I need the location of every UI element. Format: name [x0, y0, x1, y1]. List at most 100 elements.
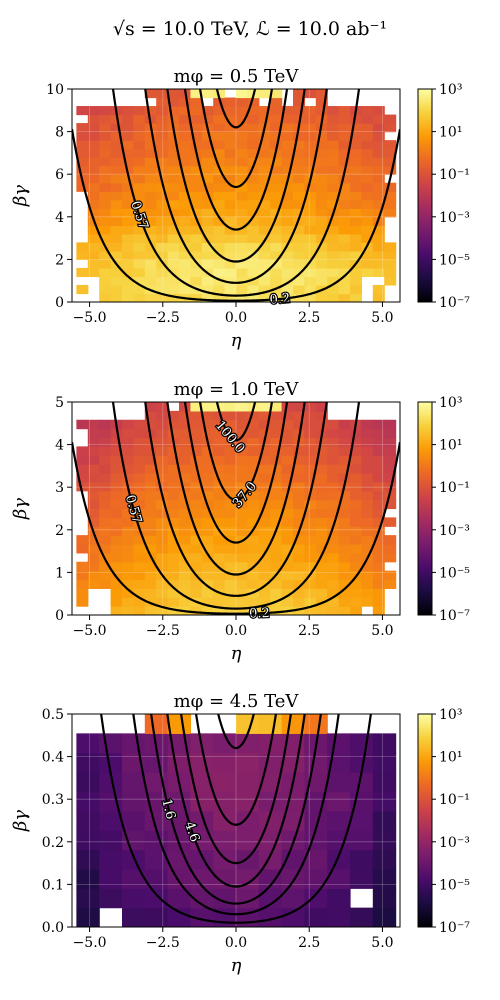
- heatmap-cell: [201, 588, 214, 598]
- heatmap-cell: [76, 250, 89, 260]
- y-tick-label: 1: [55, 565, 64, 581]
- heatmap-cell: [384, 464, 397, 474]
- heatmap-cell: [121, 293, 134, 302]
- heatmap-cell: [315, 89, 328, 99]
- heatmap-cell: [327, 225, 340, 235]
- heatmap-cell: [110, 242, 123, 252]
- heatmap-cell: [190, 552, 203, 563]
- heatmap-cell: [213, 174, 226, 184]
- heatmap-cell: [361, 106, 374, 116]
- heatmap-cell: [110, 570, 123, 581]
- heatmap-cell: [133, 561, 146, 572]
- x-tick-label: 2.5: [298, 310, 320, 326]
- heatmap-cell: [144, 752, 169, 773]
- heatmap-cell: [258, 464, 271, 474]
- heatmap-cell: [156, 225, 169, 235]
- heatmap-cell: [293, 199, 306, 209]
- heatmap-cell: [110, 250, 123, 260]
- heatmap-cell: [76, 106, 89, 116]
- heatmap-cell: [167, 464, 180, 474]
- heatmap-cell: [384, 552, 397, 563]
- heatmap-cell: [384, 165, 397, 175]
- heatmap-cell: [293, 579, 306, 589]
- heatmap-cell: [99, 446, 112, 456]
- heatmap-cell: [190, 437, 203, 447]
- y-tick-label: 0.2: [42, 835, 64, 851]
- heatmap-cell: [190, 199, 203, 209]
- heatmap-cell: [361, 114, 374, 124]
- contour-label: 1.6: [158, 797, 178, 821]
- heatmap-cell: [236, 140, 249, 150]
- heatmap-cell: [372, 588, 385, 598]
- colorbar-tick-label: 10⁻¹: [439, 167, 470, 183]
- heatmap-cell: [213, 499, 226, 510]
- heatmap-cell: [327, 490, 340, 501]
- heatmap-cell: [190, 791, 214, 812]
- heatmap-cell: [121, 499, 134, 510]
- heatmap-cell: [327, 419, 340, 430]
- heatmap-cell: [87, 561, 100, 572]
- heatmap-cell: [270, 419, 283, 430]
- heatmap-cell: [236, 868, 260, 889]
- heatmap-cell: [121, 267, 134, 278]
- heatmap-cell: [99, 123, 112, 133]
- heatmap-cell: [87, 131, 100, 141]
- heatmap-cell: [190, 165, 203, 175]
- heatmap-cell: [270, 544, 283, 554]
- heatmap-cell: [236, 410, 249, 421]
- heatmap-cell: [178, 191, 191, 201]
- heatmap-cell: [270, 233, 283, 243]
- heatmap-cell: [361, 428, 374, 439]
- heatmap-cell: [327, 242, 340, 252]
- heatmap-cell: [167, 208, 180, 218]
- heatmap-cell: [281, 216, 294, 226]
- heatmap-cell: [270, 267, 283, 278]
- heatmap-cell: [76, 907, 100, 927]
- heatmap-cell: [190, 752, 214, 773]
- heatmap-cell: [167, 714, 191, 734]
- heatmap-cell: [338, 499, 351, 510]
- heatmap-cell: [361, 165, 374, 175]
- heatmap-cell: [167, 199, 180, 209]
- heatmap-cell: [327, 131, 340, 141]
- heatmap-cell: [361, 544, 374, 554]
- heatmap-cell: [224, 250, 237, 260]
- heatmap-cell: [156, 106, 169, 116]
- heatmap-cell: [350, 464, 363, 474]
- heatmap-cell: [156, 561, 169, 572]
- heatmap-cell: [315, 402, 328, 412]
- heatmap-cell: [167, 276, 180, 286]
- heatmap-cell: [144, 579, 157, 589]
- heatmap-cell: [315, 293, 328, 302]
- x-axis-label: η: [231, 643, 242, 664]
- heatmap-cell: [99, 284, 112, 295]
- heatmap-cell: [327, 752, 351, 773]
- heatmap-cell: [167, 233, 180, 243]
- heatmap-cell: [224, 561, 237, 572]
- heatmap-cell: [270, 552, 283, 563]
- heatmap-cell: [304, 428, 317, 439]
- heatmap-cell: [224, 481, 237, 492]
- heatmap-cell: [99, 157, 112, 167]
- heatmap-cell: [315, 106, 328, 116]
- heatmap-cell: [144, 157, 157, 167]
- heatmap-cell: [178, 428, 191, 439]
- heatmap-cell: [270, 606, 283, 615]
- panel-title: mφ = 1.0 TeV: [174, 379, 300, 400]
- heatmap-cell: [270, 199, 283, 209]
- heatmap-cell: [293, 552, 306, 563]
- heatmap-cell: [338, 233, 351, 243]
- heatmap-cell: [281, 148, 294, 158]
- heatmap-cell: [167, 588, 180, 598]
- heatmap-cell: [201, 89, 214, 99]
- heatmap-cell: [87, 419, 100, 430]
- heatmap-cell: [384, 455, 397, 465]
- heatmap-cell: [178, 410, 191, 421]
- heatmap-cell: [315, 242, 328, 252]
- heatmap-cell: [361, 588, 374, 598]
- heatmap-cell: [110, 561, 123, 572]
- heatmap-cell: [304, 293, 317, 302]
- heatmap-cell: [133, 455, 146, 465]
- heatmap-cell: [76, 561, 89, 572]
